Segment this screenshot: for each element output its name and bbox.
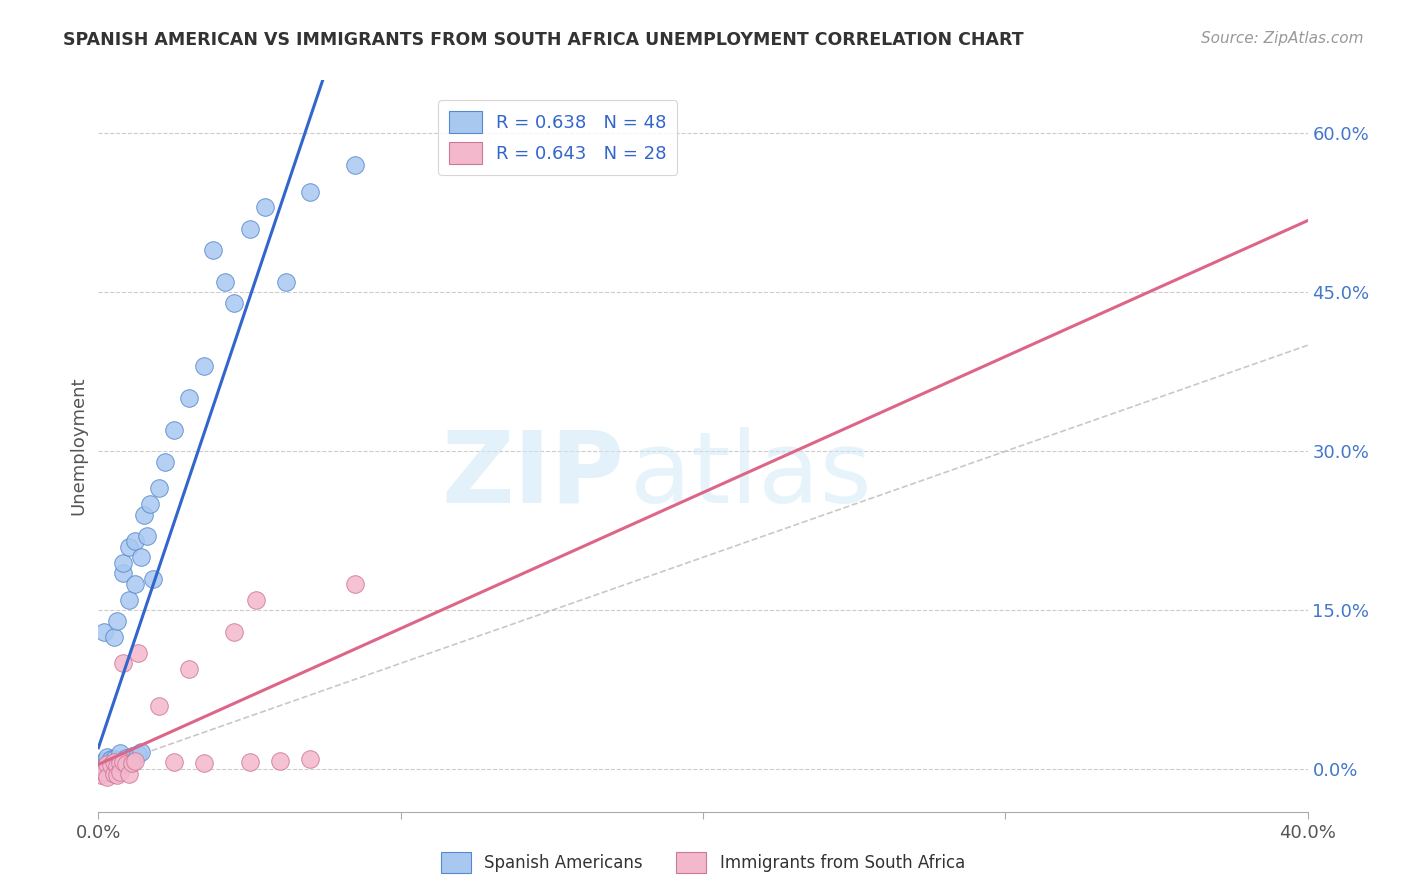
- Text: atlas: atlas: [630, 426, 872, 524]
- Point: [224, 624, 246, 639]
- Point: [129, 550, 152, 565]
- Point: [179, 392, 201, 406]
- Point: [121, 748, 143, 763]
- Point: [132, 508, 155, 522]
- Point: [179, 662, 201, 676]
- Point: [105, 767, 128, 781]
- Point: [118, 766, 141, 780]
- Point: [90, 757, 112, 772]
- Point: [93, 624, 115, 639]
- Point: [103, 766, 125, 780]
- Point: [100, 756, 122, 770]
- Point: [96, 755, 118, 769]
- Point: [127, 747, 149, 762]
- Point: [108, 753, 131, 767]
- Point: [239, 755, 262, 769]
- Text: Source: ZipAtlas.com: Source: ZipAtlas.com: [1201, 31, 1364, 46]
- Point: [100, 758, 122, 772]
- Point: [129, 745, 152, 759]
- Point: [108, 756, 131, 770]
- Point: [299, 752, 322, 766]
- Point: [127, 646, 149, 660]
- Legend: R = 0.638   N = 48, R = 0.643   N = 28: R = 0.638 N = 48, R = 0.643 N = 28: [439, 100, 678, 175]
- Point: [118, 592, 141, 607]
- Point: [90, 767, 112, 781]
- Point: [245, 592, 267, 607]
- Point: [108, 747, 131, 761]
- Point: [111, 657, 134, 671]
- Point: [148, 482, 170, 496]
- Text: ZIP: ZIP: [441, 426, 624, 524]
- Point: [344, 158, 367, 172]
- Point: [214, 275, 236, 289]
- Point: [103, 758, 125, 772]
- Point: [135, 529, 157, 543]
- Point: [103, 752, 125, 766]
- Legend: Spanish Americans, Immigrants from South Africa: Spanish Americans, Immigrants from South…: [434, 846, 972, 880]
- Point: [105, 614, 128, 628]
- Point: [269, 754, 291, 768]
- Point: [121, 755, 143, 769]
- Point: [124, 534, 146, 549]
- Point: [105, 757, 128, 772]
- Point: [114, 755, 136, 769]
- Y-axis label: Unemployment: Unemployment: [69, 376, 87, 516]
- Point: [142, 572, 165, 586]
- Point: [105, 759, 128, 773]
- Point: [111, 754, 134, 768]
- Point: [114, 757, 136, 772]
- Point: [111, 755, 134, 769]
- Point: [202, 243, 225, 257]
- Point: [96, 770, 118, 784]
- Point: [93, 765, 115, 780]
- Point: [124, 576, 146, 591]
- Point: [239, 221, 262, 235]
- Point: [274, 275, 297, 289]
- Point: [108, 756, 131, 770]
- Point: [118, 756, 141, 770]
- Point: [139, 497, 162, 511]
- Point: [224, 296, 246, 310]
- Point: [103, 755, 125, 769]
- Point: [193, 359, 215, 374]
- Point: [96, 757, 118, 772]
- Text: SPANISH AMERICAN VS IMMIGRANTS FROM SOUTH AFRICA UNEMPLOYMENT CORRELATION CHART: SPANISH AMERICAN VS IMMIGRANTS FROM SOUT…: [63, 31, 1024, 49]
- Point: [153, 455, 176, 469]
- Point: [148, 698, 170, 713]
- Point: [124, 754, 146, 768]
- Point: [253, 201, 276, 215]
- Point: [114, 750, 136, 764]
- Point: [163, 423, 186, 437]
- Point: [344, 576, 367, 591]
- Point: [108, 765, 131, 780]
- Point: [193, 756, 215, 770]
- Point: [163, 755, 186, 769]
- Point: [103, 630, 125, 644]
- Point: [111, 556, 134, 570]
- Point: [100, 752, 122, 766]
- Point: [93, 754, 115, 768]
- Point: [111, 566, 134, 581]
- Point: [121, 756, 143, 770]
- Point: [118, 540, 141, 554]
- Point: [105, 754, 128, 768]
- Point: [299, 185, 322, 199]
- Point: [96, 749, 118, 764]
